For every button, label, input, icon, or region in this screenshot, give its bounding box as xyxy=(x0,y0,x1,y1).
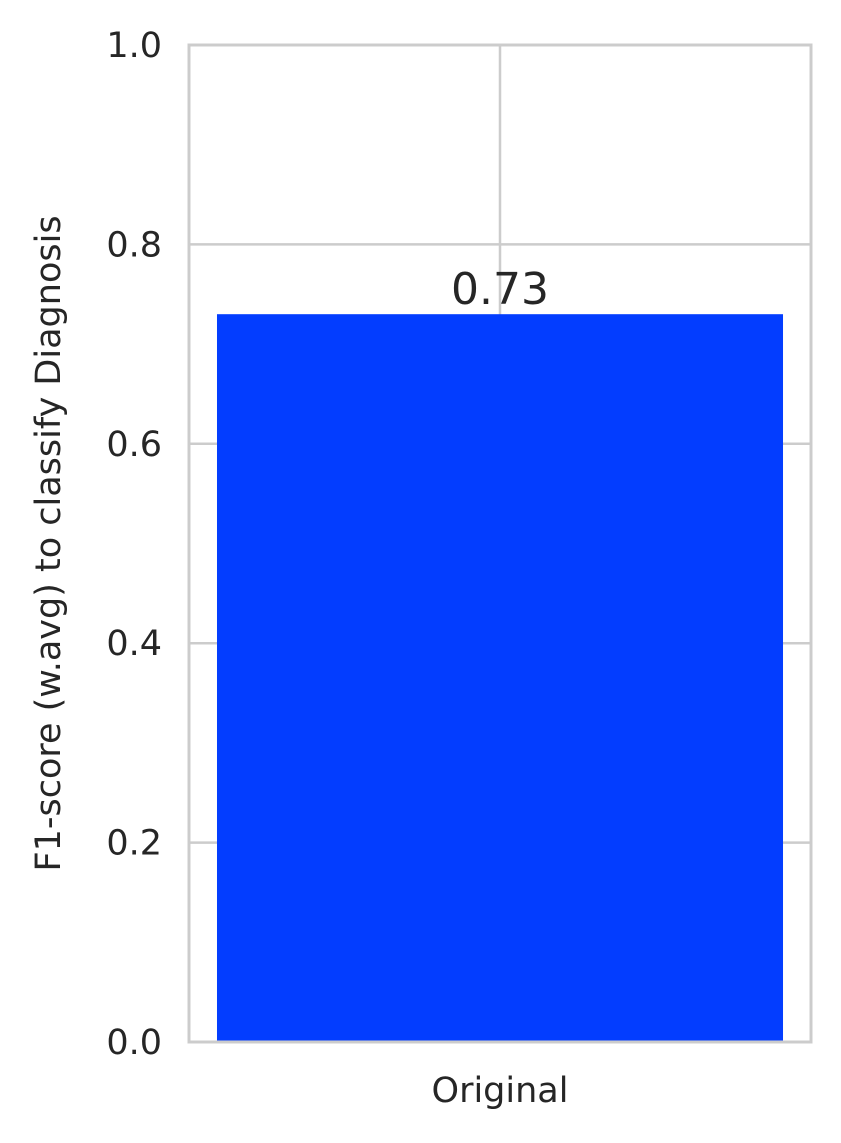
plot-frame xyxy=(187,43,813,1044)
y-tick-label: 0.6 xyxy=(106,425,162,465)
data-labels: 0.73 xyxy=(451,264,549,315)
x-tick-labels: Original xyxy=(432,1071,569,1111)
y-tick-label: 0.0 xyxy=(106,1023,162,1063)
x-tick-label: Original xyxy=(432,1071,569,1111)
bar xyxy=(216,314,784,1042)
y-tick-label: 0.8 xyxy=(106,225,162,265)
y-tick-label: 0.2 xyxy=(106,824,162,864)
bars xyxy=(216,314,784,1042)
y-tick-label: 1.0 xyxy=(106,26,162,66)
y-tick-label: 0.4 xyxy=(106,624,162,664)
y-axis-label: F1-score (w.avg) to classify Diagnosis xyxy=(29,215,69,871)
y-tick-labels: 0.0 0.2 0.4 0.6 0.8 1.0 xyxy=(106,26,162,1063)
bar-value-label: 0.73 xyxy=(451,264,549,315)
